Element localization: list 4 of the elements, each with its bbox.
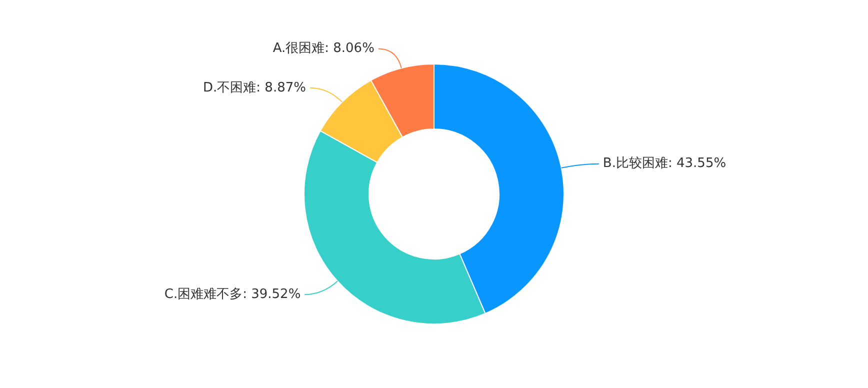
slice-label: D.不困难: 8.87% <box>203 80 306 96</box>
slice-label: B.比较困难: 43.55% <box>602 156 726 172</box>
slice-label: A.很困难: 8.06% <box>272 41 374 56</box>
slice-label: C.困难难不多: 39.52% <box>164 286 301 302</box>
